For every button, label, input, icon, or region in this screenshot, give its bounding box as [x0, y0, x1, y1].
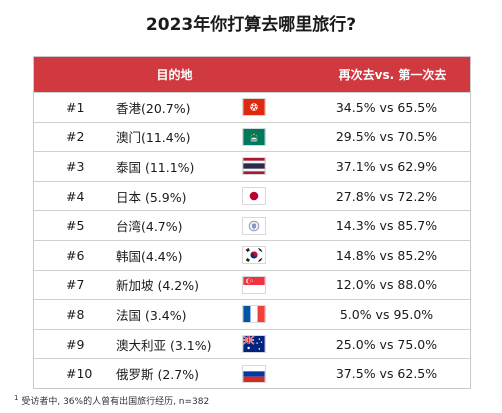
- table-row: #9 澳大利亚 (3.1%) 25.0% vs 75.0%: [34, 328, 470, 359]
- ratio: 14.3% vs 85.7%: [335, 218, 438, 234]
- japan-flag-icon: [242, 187, 266, 206]
- table-row: #1 香港(20.7%) 34.5% vs 65.5%: [34, 92, 470, 122]
- ratio: 37.5% vs 62.5%: [335, 366, 438, 382]
- ratio: 5.0% vs 95.0%: [339, 306, 434, 322]
- rank: #1: [66, 99, 85, 115]
- rank: #7: [66, 277, 85, 293]
- rank: #3: [66, 158, 85, 174]
- table-row: #10 俄罗斯 (2.7%) 37.5% vs 62.5%: [34, 358, 470, 388]
- rank: #5: [66, 218, 85, 234]
- australia-flag-icon: [242, 335, 266, 354]
- ratio: 34.5% vs 65.5%: [335, 99, 438, 115]
- rank: #10: [66, 366, 93, 382]
- ratio: 12.0% vs 88.0%: [335, 277, 438, 293]
- ratio: 25.0% vs 75.0%: [335, 336, 438, 352]
- table-row: #8 法国 (3.4%) 5.0% vs 95.0%: [34, 299, 470, 329]
- destination-name: 日本 (5.9%): [116, 189, 187, 205]
- table-header: 目的地 再次去vs. 第一次去: [34, 57, 470, 92]
- destination-name: 台湾(4.7%): [116, 219, 183, 235]
- rank: #2: [66, 129, 85, 145]
- footnote-text: 受访者中, 36%的人曾有出国旅行经历, n=382: [21, 397, 210, 407]
- table-row: #4 日本 (5.9%) 27.8% vs 72.2%: [34, 180, 470, 211]
- table-row: #5 台湾(4.7%) 14.3% vs 85.7%: [34, 210, 470, 240]
- footnote: 1 受访者中, 36%的人曾有出国旅行经历, n=382: [14, 394, 209, 407]
- destination-name: 俄罗斯 (2.7%): [116, 367, 199, 383]
- hong-kong-flag-icon: [242, 98, 266, 117]
- table-row: #7 新加坡 (4.2%) 12.0% vs 88.0%: [34, 269, 470, 300]
- destination-name: 澳大利亚 (3.1%): [116, 337, 212, 353]
- taiwan-emblem-icon: [242, 216, 266, 235]
- korea-flag-icon: [242, 246, 266, 265]
- destination-name: 澳门(11.4%): [116, 130, 191, 146]
- header-destination: 目的地: [156, 68, 193, 82]
- destination-name: 新加坡 (4.2%): [116, 278, 199, 294]
- table-row: #6 韩国(4.4%) 14.8% vs 85.2%: [34, 239, 470, 270]
- table-row: #3 泰国 (11.1%) 37.1% vs 62.9%: [34, 151, 470, 181]
- thailand-flag-icon: [242, 157, 266, 176]
- destination-name: 法国 (3.4%): [116, 307, 187, 323]
- destination-name: 泰国 (11.1%): [116, 159, 195, 175]
- footnote-marker: 1: [14, 394, 19, 402]
- ratio: 29.5% vs 70.5%: [335, 129, 438, 145]
- destination-table: 目的地 再次去vs. 第一次去 #1 香港(20.7%) 34.5% vs 65…: [33, 56, 471, 389]
- table-row: #2 澳门(11.4%) 29.5% vs 70.5%: [34, 121, 470, 152]
- rank: #8: [66, 306, 85, 322]
- destination-name: 香港(20.7%): [116, 100, 191, 116]
- singapore-flag-icon: [242, 275, 266, 294]
- ratio: 27.8% vs 72.2%: [335, 188, 438, 204]
- ratio: 14.8% vs 85.2%: [335, 247, 438, 263]
- france-flag-icon: [242, 305, 266, 324]
- macau-flag-icon: [242, 127, 266, 146]
- rank: #4: [66, 188, 85, 204]
- russia-flag-icon: [242, 364, 266, 383]
- rank: #6: [66, 247, 85, 263]
- ratio: 37.1% vs 62.9%: [335, 158, 438, 174]
- header-ratio: 再次去vs. 第一次去: [338, 68, 447, 82]
- rank: #9: [66, 336, 85, 352]
- destination-name: 韩国(4.4%): [116, 248, 183, 264]
- page-title: 2023年你打算去哪里旅行?: [145, 15, 357, 35]
